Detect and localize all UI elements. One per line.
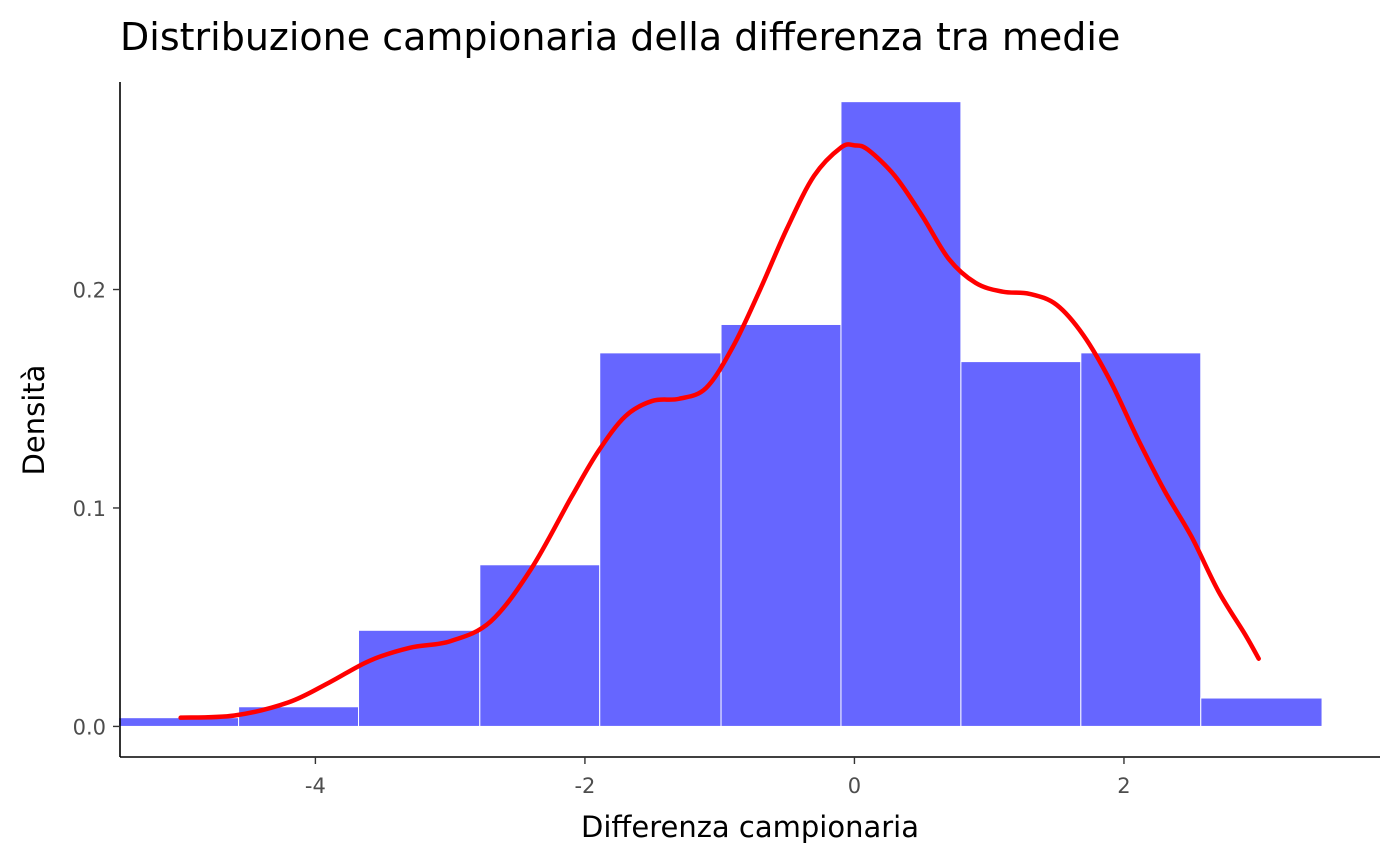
x-tick-label-1: -2 (574, 774, 595, 798)
histogram-bar-7 (960, 361, 1082, 727)
x-tick-label-2: 0 (848, 774, 861, 798)
histogram-bar-6 (840, 101, 962, 727)
x-axis-ticks: -4 -2 0 2 (305, 757, 1131, 798)
histogram-bar-4 (599, 352, 722, 727)
histogram-bar-5 (720, 323, 842, 727)
density-curve (178, 142, 1261, 720)
y-tick-label-2: 0.2 (73, 279, 106, 303)
x-axis-label: Differenza campionaria (581, 810, 919, 844)
y-axis-label: Densità (17, 365, 51, 476)
histogram-bar-9 (1200, 697, 1323, 727)
chart-title: Distribuzione campionaria della differen… (120, 15, 1120, 59)
histogram-bars (118, 101, 1323, 727)
histogram-bar-8 (1080, 352, 1202, 727)
y-axis-ticks: 0.0 0.1 0.2 (73, 279, 120, 739)
y-tick-label-0: 0.0 (73, 715, 106, 739)
x-tick-label-3: 2 (1117, 774, 1130, 798)
density-curve-group (178, 142, 1261, 720)
x-tick-label-0: -4 (305, 774, 326, 798)
histogram-bar-3 (479, 564, 601, 727)
y-tick-label-1: 0.1 (73, 497, 106, 521)
